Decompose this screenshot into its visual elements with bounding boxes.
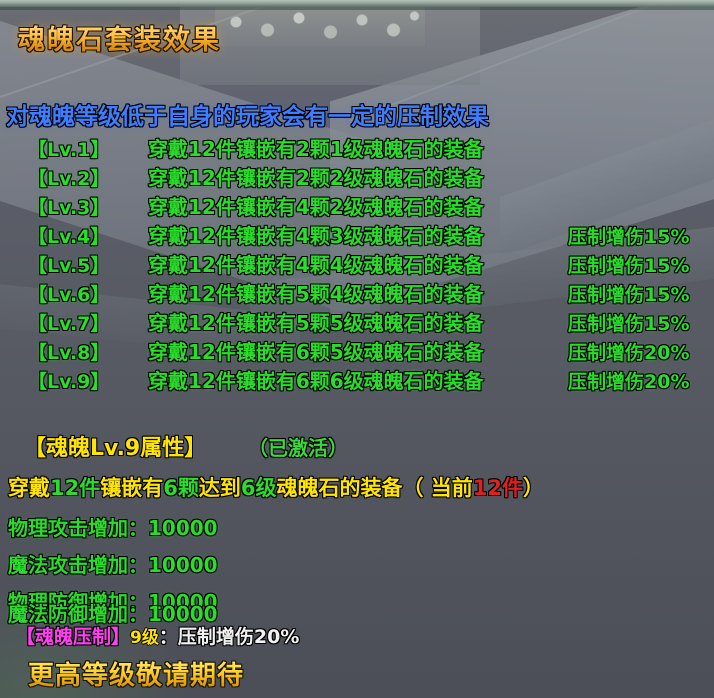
set-level-requirement-9: 穿戴12件镶嵌有6颗6级魂魄石的装备 [148,369,484,393]
set-level-bonus-4: 压制增伤15% [568,226,690,248]
set-level-bonus-5: 压制增伤15% [568,255,690,277]
set-level-requirement-6: 穿戴12件镶嵌有5颗4级魂魄石的装备 [148,282,484,306]
active-set-title: 【魂魄Lv.9属性】 [24,436,207,461]
req-gem-level: 6级 [240,476,277,500]
set-level-bonus-8: 压制增伤20% [568,342,690,364]
req-suffix: 魂魄石的装备（ 当前 [276,476,473,500]
req-current-count: 12件 [472,476,524,500]
set-level-label-6: 【Lv.6】 [28,284,110,306]
req-pieces: 12件 [50,476,101,500]
set-level-label-5: 【Lv.5】 [28,255,110,277]
set-level-label-8: 【Lv.8】 [28,342,110,364]
panel-subtitle: 对魂魄等级低于自身的玩家会有一定的压制效果 [6,104,489,130]
attribute-row-magic-defense: 魔法防御增加：10000 [8,598,218,627]
attribute-label: 物理攻击增加： [8,516,148,540]
attribute-label: 物理防御增加： [8,590,148,614]
set-level-label-4: 【Lv.4】 [28,226,110,248]
attribute-label: 魔法防御增加： [8,602,148,626]
req-prefix: 穿戴 [8,476,50,500]
suppression-effect: 压制增伤20% [177,626,300,648]
set-level-label-2: 【Lv.2】 [28,168,110,190]
set-level-requirement-5: 穿戴12件镶嵌有4颗4级魂魄石的装备 [148,253,484,277]
req-tail: ） [523,476,545,500]
attribute-value: 10000 [148,602,218,626]
attribute-value: 10000 [148,553,218,577]
footer-note: 更高等级敬请期待 [28,655,244,692]
scene-horizon-strip [0,0,714,7]
attribute-row-physical-attack: 物理攻击增加：10000 [8,512,218,541]
page-title: 魂魄石套装效果 [18,18,221,57]
attribute-value: 10000 [148,516,218,540]
set-level-label-9: 【Lv.9】 [28,371,110,393]
set-level-requirement-2: 穿戴12件镶嵌有2颗2级魂魄石的装备 [148,166,484,190]
set-level-label-1: 【Lv.1】 [28,139,110,161]
scene-rubble [215,6,425,46]
set-level-bonus-9: 压制增伤20% [568,371,690,393]
attribute-value: 10000 [148,590,218,614]
active-set-requirement: 穿戴12件镶嵌有6颗达到6级魂魄石的装备（ 当前12件） [8,472,544,502]
set-level-bonus-6: 压制增伤15% [568,284,690,306]
set-level-label-7: 【Lv.7】 [28,313,110,335]
suppression-tag: 【魂魄压制】 [16,626,131,648]
suppression-row: 【魂魄压制】9级：压制增伤20% [16,622,299,649]
set-level-bonus-7: 压制增伤15% [568,313,690,335]
attribute-row-magic-attack: 魔法攻击增加：10000 [8,549,218,578]
set-level-requirement-7: 穿戴12件镶嵌有5颗5级魂魄石的装备 [148,311,484,335]
suppression-separator: ： [158,626,178,648]
suppression-level: 9级 [130,628,159,648]
set-level-requirement-3: 穿戴12件镶嵌有4颗2级魂魄石的装备 [148,195,484,219]
req-gem-count: 6颗 [163,476,199,500]
set-level-requirement-1: 穿戴12件镶嵌有2颗1级魂魄石的装备 [148,137,484,161]
set-level-requirement-8: 穿戴12件镶嵌有6颗5级魂魄石的装备 [148,340,484,364]
req-mid-1: 镶嵌有 [100,476,164,500]
active-set-status-badge: （已激活） [248,436,348,460]
attribute-label: 魔法攻击增加： [8,553,148,577]
set-level-label-3: 【Lv.3】 [28,197,110,219]
set-level-requirement-4: 穿戴12件镶嵌有4颗3级魂魄石的装备 [148,224,484,248]
scene-horizon-shadow [0,7,714,10]
req-mid-2: 达到 [198,476,241,500]
scene-green-glow [0,588,190,698]
attribute-row-physical-defense: 物理防御增加：10000 [8,586,218,615]
